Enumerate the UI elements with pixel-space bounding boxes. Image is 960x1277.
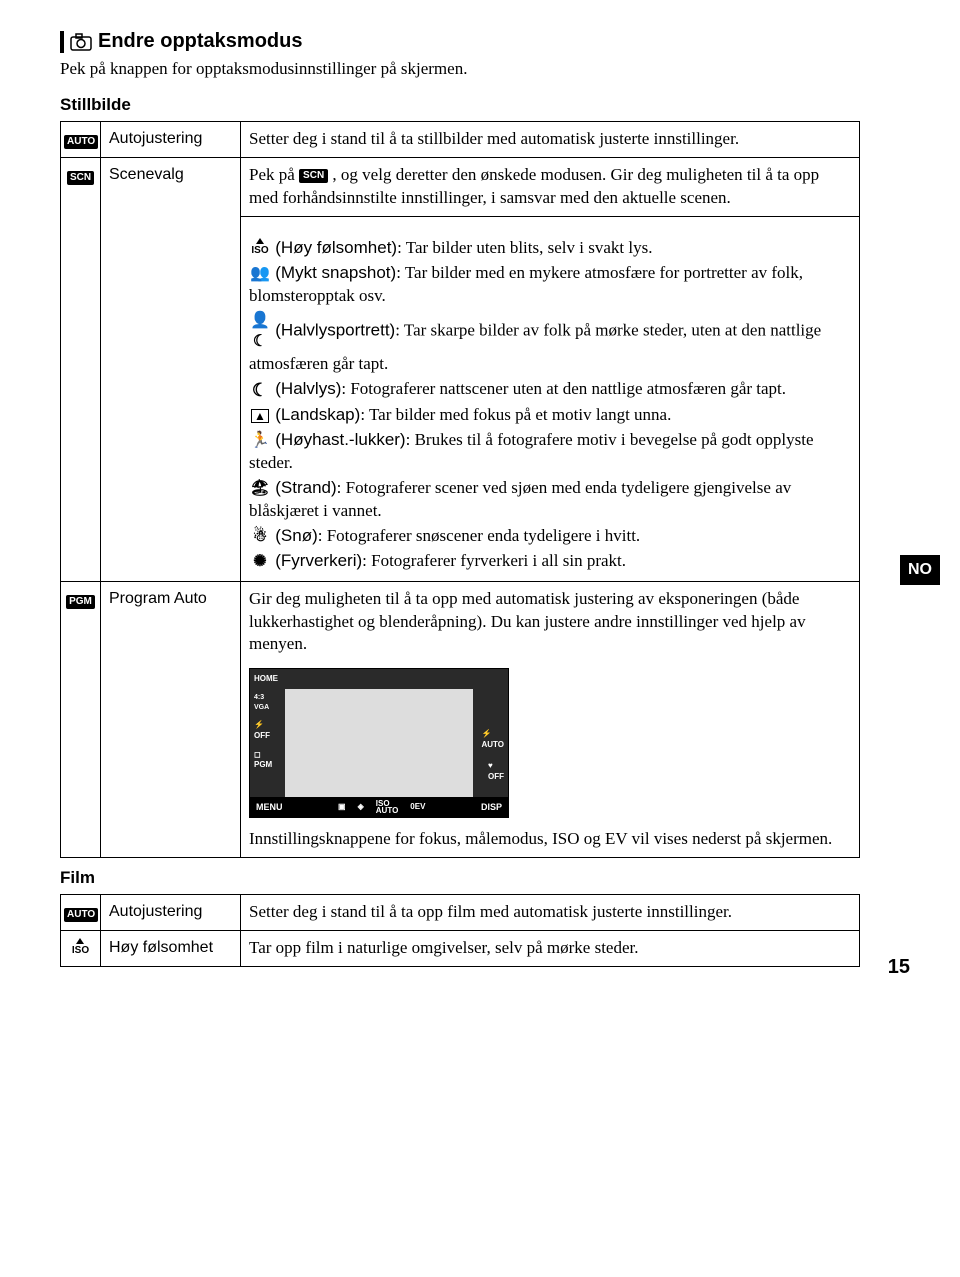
title-text: Endre opptaksmodus [98,30,302,53]
vf-left-column: HOME 4:3VGA ⚡OFF ◻PGM [254,674,278,771]
scene-name: (Strand) [275,478,336,497]
desc-post: , og velg deretter den ønskede modusen. … [249,165,819,207]
language-tab: NO [900,555,940,585]
scene-item: ✺ (Fyrverkeri): Fotograferer fyrverkeri … [249,550,851,573]
mode-label: Program Auto [101,581,241,858]
fireworks-icon: ✺ [249,551,271,573]
vf-menu: MENU [256,801,283,813]
table-row: AUTO Autojustering Setter deg i stand ti… [61,895,860,931]
scene-name: (Snø) [275,526,318,545]
scn-inline-icon: SCN [299,169,328,183]
high-speed-shutter-icon: 🏃 [249,430,271,452]
scene-name: (Landskap) [275,405,360,424]
mode-desc: Tar opp film i naturlige omgivelser, sel… [241,931,860,967]
twilight-portrait-icon: 👤☾ [249,310,271,353]
scene-text: : Fotograferer snøscener enda tydeligere… [318,526,640,545]
mode-icon-cell: ISO [61,931,101,967]
mode-icon-cell: AUTO [61,895,101,931]
vf-flash-auto: ⚡AUTO [481,729,504,751]
scene-text: : Fotograferer nattscener uten at den na… [341,379,786,398]
soft-snapshot-icon: 👥 [249,263,271,285]
stillbilde-table: AUTO Autojustering Setter deg i stand ti… [60,121,860,858]
auto-icon: AUTO [64,135,98,149]
mode-desc: Setter deg i stand til å ta stillbilder … [241,122,860,158]
table-row: PGM Program Auto Gir deg muligheten til … [61,581,860,858]
scene-item: 🏖 (Strand): Fotograferer scener ved sjøe… [249,477,851,523]
scene-name: (Høyhast.-lukker) [275,430,405,449]
table-row: ISO Høy følsomhet Tar opp film i naturli… [61,931,860,967]
mode-label: Scenevalg [101,157,241,581]
vf-disp: DISP [481,801,502,813]
scene-item: ☃ (Snø): Fotograferer snøscener enda tyd… [249,525,851,548]
scene-text: : Tar bilder med fokus på et motiv langt… [360,405,671,424]
scene-list-cell: ISO (Høy følsomhet): Tar bilder uten bli… [241,216,860,581]
film-table: AUTO Autojustering Setter deg i stand ti… [60,894,860,967]
stillbilde-heading: Stillbilde [60,95,910,115]
vf-home: HOME [254,674,278,685]
vf-noff: ♥OFF [488,761,504,783]
twilight-icon: ☾ [249,378,271,402]
scene-item: 🏃 (Høyhast.-lukker): Brukes til å fotogr… [249,429,851,475]
vf-blank-area [285,689,473,797]
mode-icon-cell: SCN [61,157,101,581]
vf-center: ▣◈ ISOAUTO 0EV [338,800,425,814]
mode-icon-cell: AUTO [61,122,101,158]
beach-icon: 🏖 [249,478,271,500]
iso-icon: ISO [72,938,89,956]
mode-icon-cell: PGM [61,581,101,858]
scene-name: (Halvlys) [275,379,341,398]
scene-item: ISO (Høy følsomhet): Tar bilder uten bli… [249,237,851,260]
scene-item: ☾ (Halvlys): Fotograferer nattscener ute… [249,378,851,402]
snow-icon: ☃ [249,526,271,548]
scene-item: ▲ (Landskap): Tar bilder med fokus på et… [249,404,851,427]
scene-text: : Tar bilder uten blits, selv i svakt ly… [397,238,652,257]
pgm-desc: Gir deg muligheten til å ta opp med auto… [249,589,806,654]
scene-name: (Fyrverkeri) [275,551,362,570]
title-bar [60,31,64,53]
iso-scene-icon: ISO [249,238,271,260]
scene-text: : Fotograferer fyrverkeri i all sin prak… [362,551,626,570]
viewfinder-preview: HOME 4:3VGA ⚡OFF ◻PGM ⚡AUTO ♥OFF MENU ▣◈… [249,668,509,818]
vf-off: ⚡OFF [254,720,278,742]
pgm-icon: PGM [66,595,95,609]
vf-bottom-bar: MENU ▣◈ ISOAUTO 0EV DISP [250,797,508,817]
pgm-footer: Innstillingsknappene for fokus, målemodu… [249,829,832,848]
desc-pre: Pek på [249,165,299,184]
table-row: SCN Scenevalg Pek på SCN , og velg deret… [61,157,860,216]
page-number: 15 [888,956,910,979]
mode-desc: Pek på SCN , og velg deretter den ønsked… [241,157,860,216]
film-heading: Film [60,868,910,888]
vf-pgm: ◻PGM [254,750,278,772]
section-title: Endre opptaksmodus [60,30,910,53]
vf-right-column: ⚡AUTO ♥OFF [481,729,504,782]
scene-name: (Mykt snapshot) [275,263,396,282]
vf-vga: 4:3VGA [254,693,278,712]
scene-name: (Høy følsomhet) [275,238,397,257]
camera-icon [70,33,92,51]
table-row: AUTO Autojustering Setter deg i stand ti… [61,122,860,158]
scn-icon: SCN [67,171,94,185]
scene-list: ISO (Høy følsomhet): Tar bilder uten bli… [249,237,851,573]
scene-item: 👥 (Mykt snapshot): Tar bilder med en myk… [249,262,851,308]
landscape-icon: ▲ [249,405,271,427]
mode-desc: Setter deg i stand til å ta opp film med… [241,895,860,931]
intro-text: Pek på knappen for opptaksmodusinnstilli… [60,59,910,79]
scene-item: 👤☾ (Halvlysportrett): Tar skarpe bilder … [249,310,851,376]
mode-label: Autojustering [101,895,241,931]
scene-name: (Halvlysportrett) [275,320,395,339]
mode-label: Autojustering [101,122,241,158]
auto-icon: AUTO [64,908,98,922]
mode-desc: Gir deg muligheten til å ta opp med auto… [241,581,860,858]
mode-label: Høy følsomhet [101,931,241,967]
